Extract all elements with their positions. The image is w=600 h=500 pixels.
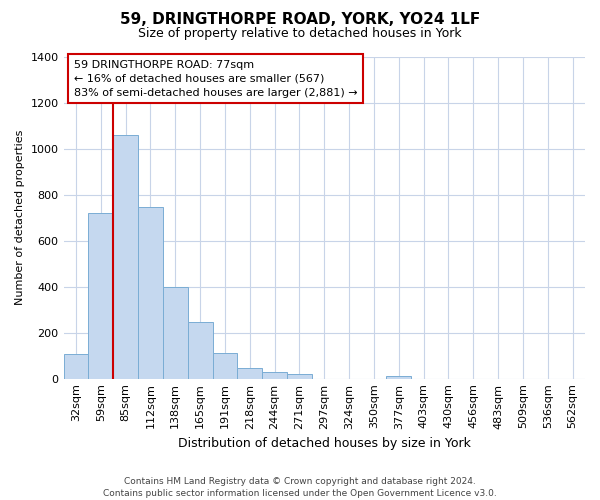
Bar — [212, 354, 238, 378]
Bar — [188, 322, 212, 378]
X-axis label: Distribution of detached houses by size in York: Distribution of detached houses by size … — [178, 437, 471, 450]
Text: 59 DRINGTHORPE ROAD: 77sqm
← 16% of detached houses are smaller (567)
83% of sem: 59 DRINGTHORPE ROAD: 77sqm ← 16% of deta… — [74, 60, 358, 98]
Bar — [88, 213, 113, 378]
Bar — [64, 354, 88, 378]
Bar — [287, 374, 312, 378]
Bar — [138, 206, 163, 378]
Y-axis label: Number of detached properties: Number of detached properties — [15, 130, 25, 306]
Bar — [238, 368, 262, 378]
Bar — [386, 376, 411, 378]
Text: Size of property relative to detached houses in York: Size of property relative to detached ho… — [138, 28, 462, 40]
Bar — [163, 286, 188, 378]
Text: Contains HM Land Registry data © Crown copyright and database right 2024.
Contai: Contains HM Land Registry data © Crown c… — [103, 476, 497, 498]
Bar — [262, 372, 287, 378]
Bar — [113, 135, 138, 378]
Text: 59, DRINGTHORPE ROAD, YORK, YO24 1LF: 59, DRINGTHORPE ROAD, YORK, YO24 1LF — [120, 12, 480, 28]
